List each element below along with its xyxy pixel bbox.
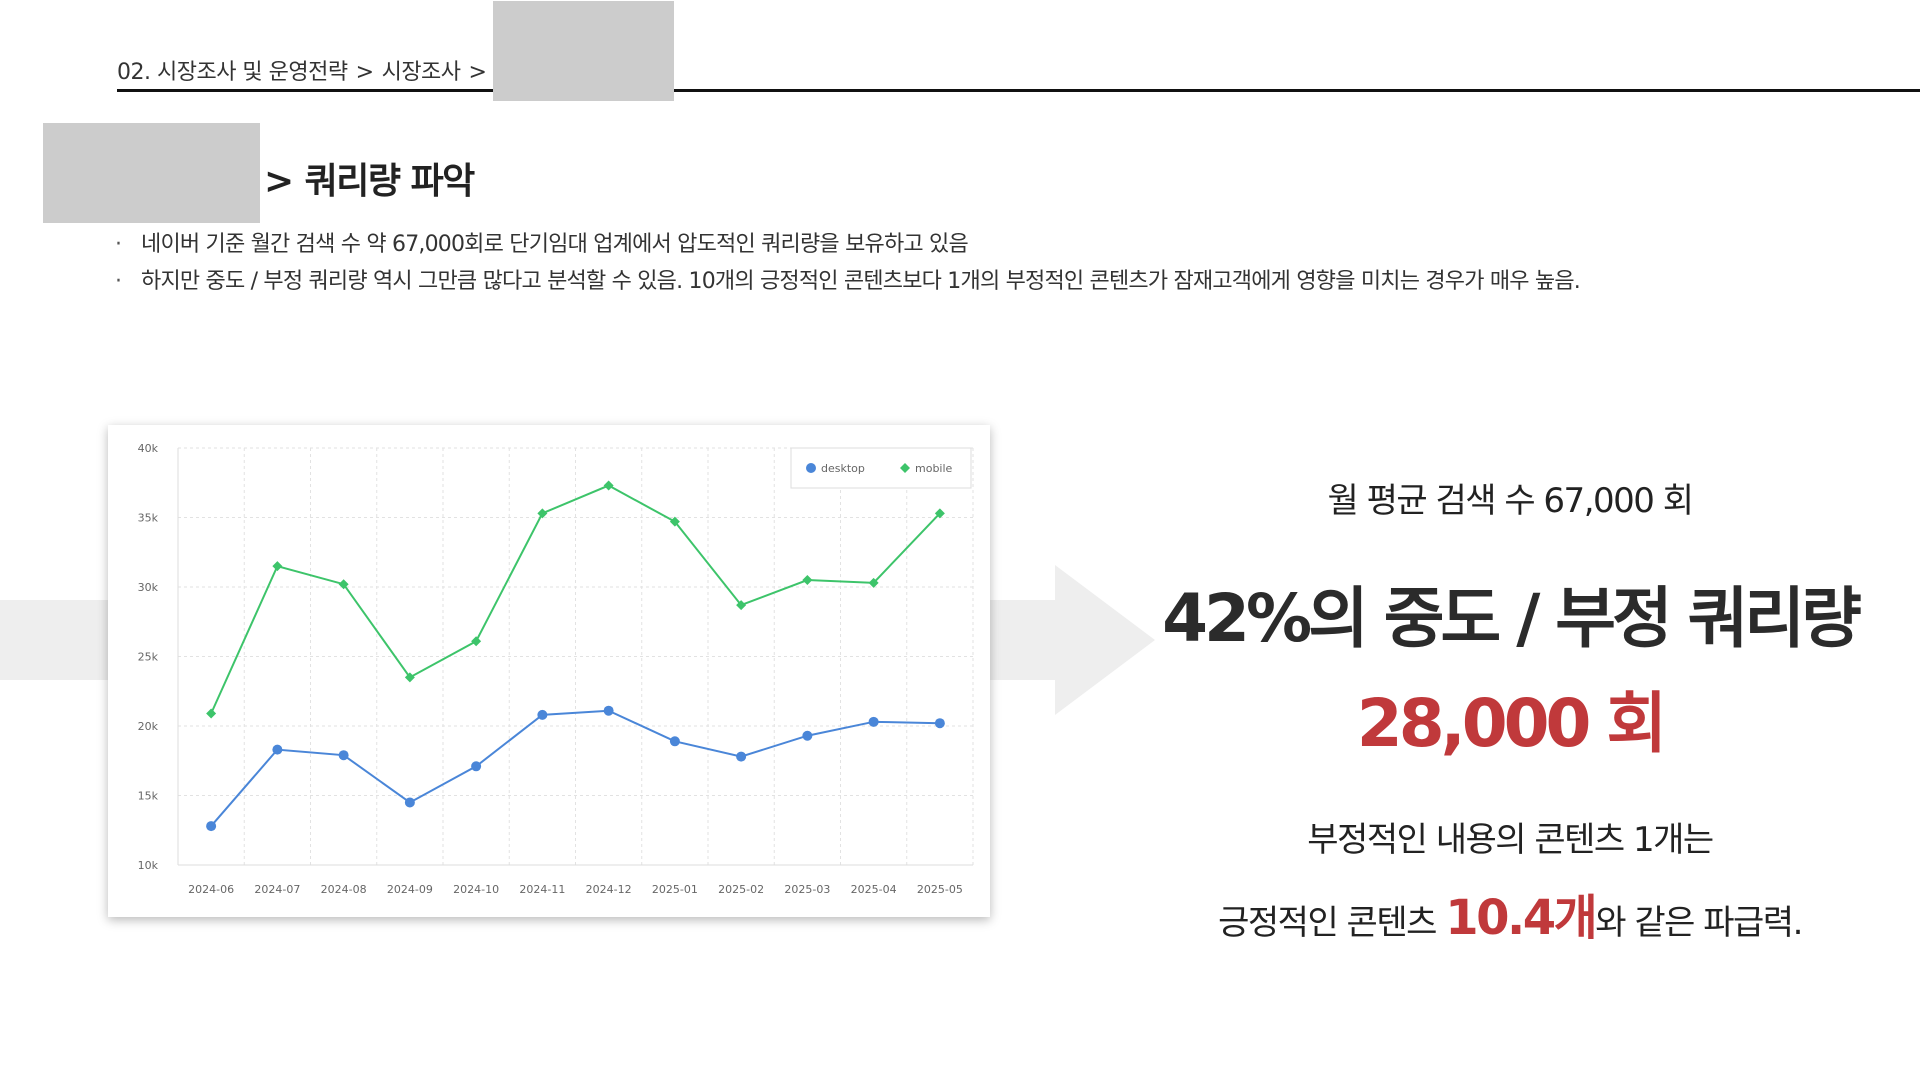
bullet-marker: ·: [115, 269, 122, 294]
data-point-mobile: [338, 579, 349, 590]
x-tick-label: 2024-08: [321, 883, 367, 896]
data-point-desktop: [272, 744, 283, 755]
data-point-desktop: [404, 797, 415, 808]
breadcrumb-trailing-separator: >: [468, 60, 487, 85]
breadcrumb-subsection: 시장조사: [381, 60, 461, 85]
chart-canvas: 10k 15k 20k 25k 30k 35k 40k 2024-06 2024-07 2024-…: [138, 442, 974, 896]
data-point-desktop: [669, 736, 680, 747]
chart-legend: desktop mobile: [790, 447, 972, 489]
redacted-block-title: [43, 123, 260, 223]
x-tick-label: 2024-09: [387, 883, 433, 896]
data-point-mobile: [603, 480, 614, 491]
impact-line-2-prefix: 긍정적인 콘텐츠: [1218, 903, 1446, 943]
legend-box: [790, 447, 972, 489]
x-tick-label: 2024-06: [188, 883, 234, 896]
chart-grid: [177, 447, 974, 866]
monthly-searches-text: 월 평균 검색 수 67,000 회: [1327, 481, 1694, 521]
chart-axes: 10k 15k 20k 25k 30k 35k 40k 2024-06 2024-07 2024-…: [138, 442, 973, 896]
bullet-list: · 네이버 기준 월간 검색 수 약 67,000회로 단기임대 업계에서 압도적…: [115, 226, 1581, 300]
header-divider: [117, 89, 1920, 92]
data-point-desktop: [338, 750, 349, 761]
x-tick-label: 2025-04: [851, 883, 897, 896]
data-point-desktop: [934, 718, 945, 729]
bullet-marker: ·: [115, 232, 122, 257]
data-point-desktop: [537, 709, 548, 720]
bullet-text: 하지만 중도 / 부정 쿼리량 역시 그만큼 많다고 분석할 수 있음. 10개…: [141, 269, 1581, 294]
data-point-mobile: [669, 516, 680, 527]
data-point-mobile: [802, 575, 813, 586]
data-point-mobile: [206, 708, 217, 719]
y-tick-label: 10k: [138, 859, 159, 872]
x-tick-label: 2024-07: [254, 883, 300, 896]
data-point-mobile: [868, 577, 879, 588]
data-point-mobile: [537, 508, 548, 519]
data-point-desktop: [206, 821, 217, 832]
section-title-text: 쿼리량 파악: [304, 161, 476, 202]
data-point-desktop: [736, 751, 747, 762]
data-point-desktop: [868, 716, 879, 727]
x-tick-label: 2025-05: [917, 883, 963, 896]
data-point-desktop: [603, 705, 614, 716]
negative-query-count: 28,000 회: [1356, 685, 1667, 762]
negative-query-headline: 42%의 중도 / 부정 쿼리량: [1162, 580, 1862, 657]
x-tick-label: 2025-03: [784, 883, 830, 896]
bullet-item: · 네이버 기준 월간 검색 수 약 67,000회로 단기임대 업계에서 압도적…: [115, 226, 1580, 263]
y-tick-label: 30k: [138, 581, 159, 594]
y-tick-label: 25k: [138, 651, 159, 664]
legend-marker-desktop: [806, 463, 816, 473]
legend-label-desktop: desktop: [821, 462, 865, 475]
redacted-block-header: [493, 1, 674, 101]
x-tick-label: 2025-01: [652, 883, 698, 896]
impact-line-1: 부정적인 내용의 콘텐츠 1개는: [1307, 820, 1714, 860]
impact-line-2-suffix: 와 같은 파급력.: [1595, 903, 1803, 943]
breadcrumb-separator: >: [355, 60, 374, 85]
legend-label-mobile: mobile: [915, 462, 953, 475]
data-point-mobile: [272, 561, 283, 572]
series-line-desktop: [210, 709, 940, 827]
data-point-mobile: [404, 672, 415, 683]
x-tick-label: 2024-10: [453, 883, 499, 896]
data-point-desktop: [471, 761, 482, 772]
chart-series: [206, 480, 945, 832]
breadcrumb: 02. 시장조사 및 운영전략 > 시장조사 >: [117, 54, 494, 86]
impact-highlight: 10.4개: [1445, 890, 1598, 946]
x-tick-label: 2024-11: [519, 883, 565, 896]
x-tick-label: 2025-02: [718, 883, 764, 896]
section-title: > 쿼리량 파악: [264, 152, 476, 204]
legend-marker-mobile: [900, 463, 910, 473]
bullet-item: · 하지만 중도 / 부정 쿼리량 역시 그만큼 많다고 분석할 수 있음. 10…: [115, 263, 1581, 300]
data-point-desktop: [802, 730, 813, 741]
y-tick-label: 40k: [138, 442, 159, 455]
x-tick-label: 2024-12: [586, 883, 632, 896]
series-line-mobile: [210, 484, 941, 714]
impact-line-2: 긍정적인 콘텐츠 10.4개와 같은 파급력.: [1110, 878, 1910, 948]
breadcrumb-section: 02. 시장조사 및 운영전략: [117, 60, 348, 85]
data-point-mobile: [471, 636, 482, 647]
y-tick-label: 20k: [138, 720, 159, 733]
search-trend-chart: 10k 15k 20k 25k 30k 35k 40k 2024-06 2024-07 2024-…: [108, 425, 990, 917]
y-tick-label: 35k: [138, 512, 159, 525]
section-title-arrow: >: [264, 161, 294, 202]
bullet-text: 네이버 기준 월간 검색 수 약 67,000회로 단기임대 업계에서 압도적인…: [141, 232, 969, 257]
data-point-mobile: [736, 600, 747, 611]
y-tick-label: 15k: [138, 790, 159, 803]
data-point-mobile: [934, 508, 945, 519]
